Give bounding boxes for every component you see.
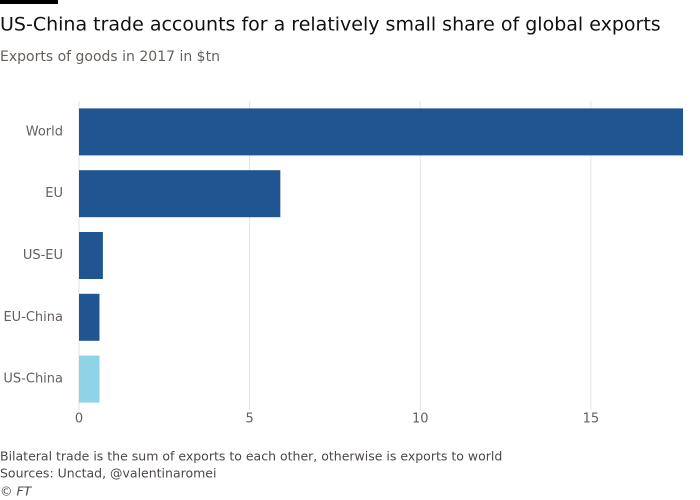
bar (79, 355, 100, 403)
x-tick-label: 5 (245, 412, 253, 427)
brand-bar (0, 0, 58, 4)
x-tick-label: 15 (583, 412, 600, 427)
source: Sources: Unctad, @valentinaromei (0, 466, 216, 481)
bar (79, 170, 281, 218)
note: Bilateral trade is the sum of exports to… (0, 449, 502, 464)
y-tick-label: US-China (3, 372, 63, 387)
bar (79, 108, 683, 156)
y-tick-label: EU-China (3, 310, 63, 325)
y-tick-label: US-EU (23, 248, 63, 263)
x-tick-label: 0 (75, 412, 83, 427)
bar (79, 293, 100, 341)
y-tick-label: EU (45, 186, 63, 201)
chart-subtitle: Exports of goods in 2017 in $tn (0, 49, 220, 65)
credit: © FT (0, 484, 33, 499)
y-tick-label: World (26, 124, 63, 139)
chart-title: US-China trade accounts for a relatively… (0, 14, 661, 36)
bar (79, 232, 103, 279)
x-tick-label: 10 (412, 412, 429, 427)
